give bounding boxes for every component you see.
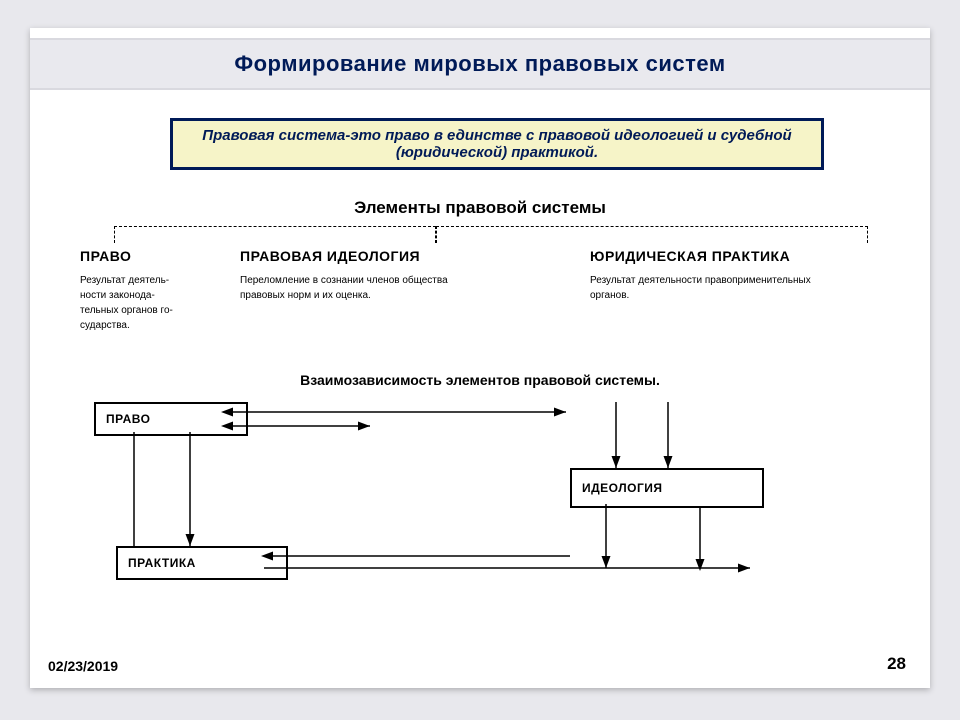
footer-page-number: 28 [887, 654, 906, 674]
box-praktika: ПРАКТИКА [116, 546, 288, 580]
footer-date: 02/23/2019 [48, 658, 118, 674]
column-head-pravo: ПРАВО [80, 248, 131, 264]
definition-box: Правовая система-это право в единстве с … [170, 118, 824, 170]
column-head-practice: ЮРИДИЧЕСКАЯ ПРАКТИКА [590, 248, 790, 264]
slide: Формирование мировых правовых систем Пра… [30, 28, 930, 688]
footer-date-rest: /23/2019 [64, 658, 119, 674]
box-ideologia: ИДЕОЛОГИЯ [570, 468, 764, 508]
page-title: Формирование мировых правовых систем [234, 51, 725, 77]
column-desc-practice: Результат деятельности правоприменительн… [590, 273, 910, 303]
column-desc-pravo: Результат деятель- ности законода- тельн… [80, 273, 230, 333]
box-pravo: ПРАВО [94, 402, 248, 436]
dashed-bracket [436, 226, 868, 243]
subtitle: Элементы правовой системы [30, 198, 930, 218]
title-band: Формирование мировых правовых систем [30, 38, 930, 90]
column-desc-ideology: Переломление в сознании членов общества … [240, 273, 540, 303]
interdependence-title: Взаимозависимость элементов правовой сис… [30, 372, 930, 388]
dashed-bracket [114, 226, 436, 243]
column-head-ideology: ПРАВОВАЯ ИДЕОЛОГИЯ [240, 248, 420, 264]
footer-date-mm: 02 [48, 658, 64, 674]
